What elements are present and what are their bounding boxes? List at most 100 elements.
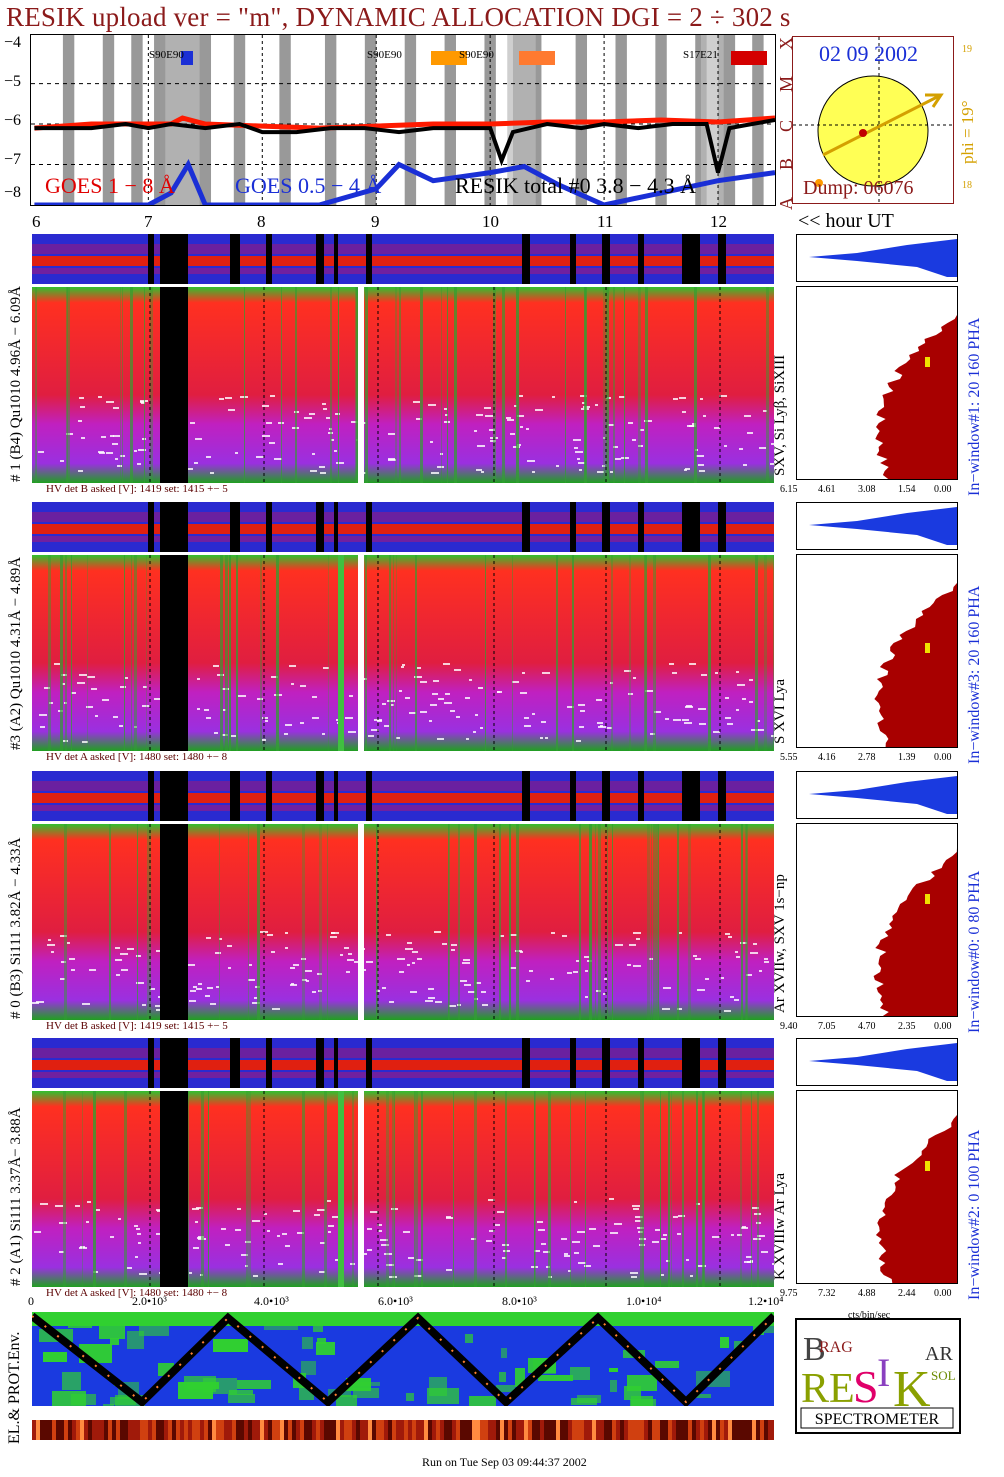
spectrum-profile-strip xyxy=(32,1038,774,1088)
x-tick: 6.0•10³ xyxy=(378,1294,413,1308)
hv-status-text: HV det B asked [V]: 1419 set: 1415 +− 5 xyxy=(46,1020,228,1032)
hour-tick: 8 xyxy=(257,212,266,231)
sun-disk xyxy=(793,37,953,203)
env-color-strip xyxy=(32,1420,774,1440)
line-identification: Ar XVIIw, SXV 1s−np xyxy=(772,874,788,1013)
histogram-x-tick: 0.00 xyxy=(934,752,952,763)
series-line xyxy=(34,118,775,174)
hour-tick: 11 xyxy=(597,212,614,231)
goes-lightcurve-chart: GOES 1 − 8 Å GOES 0.5 − 4 Å RESIK total … xyxy=(30,34,776,206)
logo-letter: AR xyxy=(925,1343,953,1365)
x-tick: 8.0•10³ xyxy=(502,1294,537,1308)
hour-tick: 10 xyxy=(482,212,499,231)
logo-letter: RE xyxy=(801,1366,855,1412)
goes-y-axis: −4 −5 −6 −7 −8 xyxy=(0,34,30,204)
histogram-x-tick: 4.16 xyxy=(818,752,836,763)
sun-tick: 18 xyxy=(962,180,972,191)
x-tick: 1.2•10⁴ xyxy=(748,1294,784,1308)
sun-date: 02 09 2002 xyxy=(819,41,918,66)
data-gap-stripe xyxy=(62,35,75,205)
logo-letter: SOL xyxy=(931,1368,956,1383)
y-tick: −7 xyxy=(4,151,22,168)
y-tick: −6 xyxy=(4,112,22,129)
hv-status-text: HV det B asked [V]: 1419 set: 1415 +− 5 xyxy=(46,483,228,495)
hv-status-text: HV det A asked [V]: 1480 set: 1480 +− 8 xyxy=(46,751,228,763)
sun-panel: 02 09 2002 Dump: 06076 xyxy=(792,36,954,204)
spectrum-profile-strip xyxy=(32,771,774,821)
histogram-x-tick: 0.00 xyxy=(934,1288,952,1299)
histogram-x-tick: 0.00 xyxy=(934,1021,952,1032)
hour-unit: << hour UT xyxy=(798,210,894,232)
window-label: In−window#1: 20 160 PHA xyxy=(966,317,983,496)
flare-label: S90E90 xyxy=(149,49,184,61)
pha-profile-plot xyxy=(796,771,958,819)
hour-tick: 12 xyxy=(710,212,727,231)
page-title: RESIK upload ver = "m", DYNAMIC ALLOCATI… xyxy=(6,2,791,32)
histogram-x-tick: 4.70 xyxy=(858,1021,876,1032)
histogram-x-tick: 3.08 xyxy=(858,484,876,495)
data-gap-stripe xyxy=(102,35,115,205)
data-gap-stripe xyxy=(154,35,166,205)
histogram-x-tick: 7.32 xyxy=(818,1288,836,1299)
y-tick: −5 xyxy=(4,73,22,90)
histogram-x-tick: 7.05 xyxy=(818,1021,836,1032)
logo-text: SPECTROMETER xyxy=(815,1411,940,1428)
spectrogram xyxy=(32,1091,774,1287)
run-timestamp: Run on Tue Sep 03 09:44:37 2002 xyxy=(422,1455,587,1469)
logo-letter: S xyxy=(853,1361,879,1412)
flare-marker xyxy=(181,51,193,65)
particle-environment-plot xyxy=(32,1312,774,1406)
histogram-x-tick: 1.54 xyxy=(898,484,916,495)
flare-marker xyxy=(431,51,467,65)
data-gap-stripe xyxy=(364,35,377,205)
legend-goes18: GOES 1 − 8 Å xyxy=(45,173,175,198)
spectrogram xyxy=(32,287,774,483)
pha-profile-plot xyxy=(796,234,958,282)
strip-svg xyxy=(32,1420,774,1440)
series-line xyxy=(34,159,775,205)
y-tick: −8 xyxy=(4,184,22,201)
flare-label: S17E21 xyxy=(683,49,718,61)
x-tick: 0 xyxy=(28,1294,34,1308)
data-gap-stripe xyxy=(324,35,337,205)
hour-tick: 7 xyxy=(144,212,153,231)
histogram-x-tick: 0.00 xyxy=(934,484,952,495)
pha-profile-plot xyxy=(796,1038,958,1086)
histogram-x-tick: 4.61 xyxy=(818,484,836,495)
env-label: EL.& PROT.Env. xyxy=(6,1331,23,1444)
x-tick: 4.0•10³ xyxy=(254,1294,289,1308)
channel-label: # 2 (A1) Si111 3.37Å− 3.88Å xyxy=(8,1107,24,1286)
data-gap-stripe xyxy=(444,35,456,205)
spectrogram xyxy=(32,555,774,751)
window-label: In−window#0: 0 80 PHA xyxy=(966,870,983,1033)
hour-axis: 6 7 8 9 10 11 12 xyxy=(0,212,790,234)
spectrum-profile-strip xyxy=(32,502,774,552)
line-identification: K XVIIIw Ar Lya xyxy=(772,1172,788,1280)
window-label: In−window#3: 20 160 PHA xyxy=(966,585,983,764)
flare-label: S90E90 xyxy=(367,49,402,61)
hour-tick: 6 xyxy=(32,212,41,231)
legend-resik: RESIK total #0 3.8 − 4.3 Å xyxy=(455,173,696,198)
y-tick: −4 xyxy=(4,34,22,51)
histogram-x-tick: 2.78 xyxy=(858,752,876,763)
logo-letter: B xyxy=(803,1331,826,1368)
hour-tick: 9 xyxy=(371,212,380,231)
data-gap-stripe xyxy=(404,35,417,205)
logo-letter: I xyxy=(877,1350,890,1395)
logo-letter: RAG xyxy=(819,1339,853,1356)
bottom-x-axis: 0 2.0•10³ 4.0•10³ 6.0•10³ 8.0•10³ 1.0•10… xyxy=(0,1290,800,1308)
sun-phi: phi = 19° xyxy=(958,100,977,164)
legend-goes054: GOES 0.5 − 4 Å xyxy=(235,173,382,198)
line-identification: S XVI Lya xyxy=(772,679,788,744)
spectrogram xyxy=(32,824,774,1020)
data-gap-stripe xyxy=(233,35,246,205)
channel-label: #3 (A2) Qu1010 4.31Å − 4.89Å xyxy=(8,556,24,750)
line-identification: SXV, Si Lyβ, SiXIII xyxy=(772,354,788,476)
histogram-x-tick: 6.15 xyxy=(780,484,798,495)
hv-status-text: HV det A asked [V]: 1480 set: 1480 +− 8 xyxy=(46,1287,228,1299)
histogram-x-tick: 4.88 xyxy=(858,1288,876,1299)
count-histogram xyxy=(796,823,958,1017)
histogram-x-tick: 2.35 xyxy=(898,1021,916,1032)
logo-art: B RAG RE S I K SOL AR SPECTROMETER xyxy=(800,1331,956,1429)
pha-profile-plot xyxy=(796,502,958,550)
